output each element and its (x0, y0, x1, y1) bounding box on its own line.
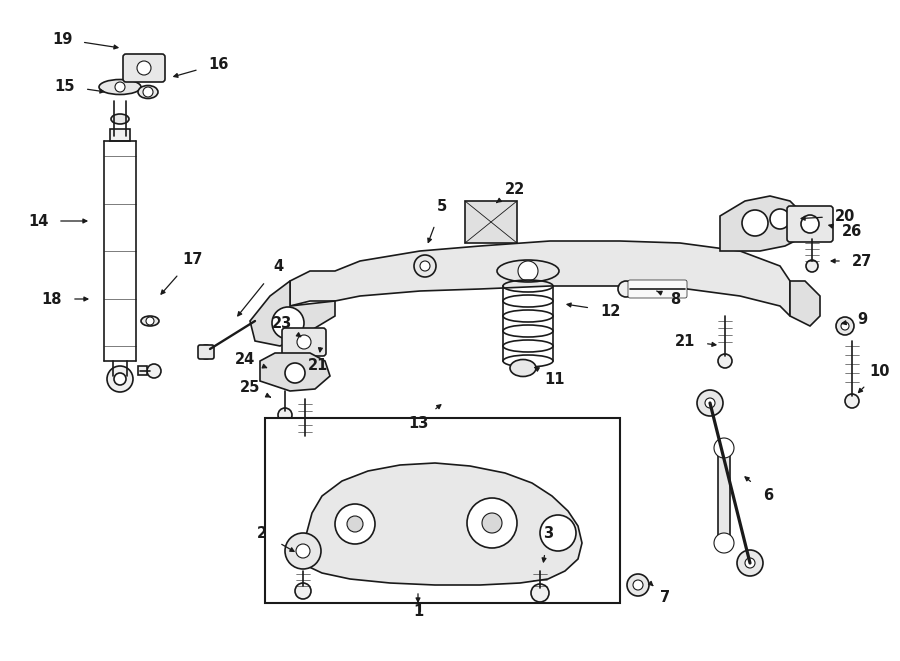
Circle shape (297, 335, 311, 349)
Circle shape (414, 255, 436, 277)
FancyBboxPatch shape (198, 345, 214, 359)
Ellipse shape (510, 360, 536, 377)
Text: 21: 21 (675, 334, 695, 348)
Text: 23: 23 (272, 315, 292, 330)
Polygon shape (790, 281, 820, 326)
Circle shape (482, 513, 502, 533)
Text: 22: 22 (505, 182, 525, 196)
Circle shape (107, 366, 133, 392)
Text: 26: 26 (842, 223, 862, 239)
Circle shape (420, 261, 430, 271)
Circle shape (335, 504, 375, 544)
Circle shape (467, 498, 517, 548)
Circle shape (841, 322, 849, 330)
Text: 19: 19 (52, 32, 72, 46)
Circle shape (742, 210, 768, 236)
Ellipse shape (111, 114, 129, 124)
Circle shape (770, 209, 790, 229)
Circle shape (295, 583, 311, 599)
Circle shape (540, 515, 576, 551)
Text: 11: 11 (544, 371, 565, 387)
Circle shape (296, 544, 310, 558)
Circle shape (146, 317, 154, 325)
Circle shape (806, 260, 818, 272)
Bar (138, 366, 147, 375)
Text: 24: 24 (235, 352, 255, 366)
Circle shape (845, 394, 859, 408)
Ellipse shape (497, 260, 559, 282)
Circle shape (633, 580, 643, 590)
Ellipse shape (141, 316, 159, 326)
Text: 12: 12 (599, 303, 620, 319)
Text: 25: 25 (239, 379, 260, 395)
Circle shape (714, 438, 734, 458)
Text: 7: 7 (660, 590, 670, 605)
Text: 18: 18 (41, 292, 62, 307)
Circle shape (737, 550, 763, 576)
FancyBboxPatch shape (123, 54, 165, 82)
Text: 6: 6 (763, 488, 773, 504)
Polygon shape (720, 196, 805, 251)
Circle shape (745, 558, 755, 568)
Bar (718, 451, 730, 541)
Circle shape (518, 261, 538, 281)
Circle shape (801, 215, 819, 233)
Circle shape (836, 317, 854, 335)
Text: 5: 5 (436, 198, 447, 214)
Circle shape (718, 354, 732, 368)
Circle shape (705, 398, 715, 408)
Ellipse shape (99, 79, 141, 95)
Circle shape (278, 408, 292, 422)
Text: 9: 9 (857, 311, 867, 327)
Text: 16: 16 (208, 56, 229, 71)
Text: 21: 21 (308, 358, 328, 373)
Circle shape (143, 87, 153, 97)
FancyBboxPatch shape (787, 206, 833, 242)
Circle shape (618, 281, 634, 297)
Text: 2: 2 (256, 525, 267, 541)
Circle shape (285, 533, 321, 569)
Ellipse shape (138, 85, 158, 98)
Bar (465, 201, 517, 243)
Text: 3: 3 (543, 525, 553, 541)
Circle shape (137, 61, 151, 75)
Text: 13: 13 (408, 416, 428, 430)
Bar (265, 418, 620, 603)
Polygon shape (290, 241, 790, 316)
Text: 1: 1 (413, 603, 423, 619)
Text: 15: 15 (55, 79, 76, 93)
Polygon shape (260, 353, 330, 391)
FancyBboxPatch shape (628, 280, 687, 298)
Text: 8: 8 (670, 292, 680, 307)
Circle shape (298, 434, 312, 448)
Circle shape (199, 345, 213, 359)
Polygon shape (300, 463, 582, 585)
Circle shape (627, 574, 649, 596)
FancyBboxPatch shape (282, 328, 326, 356)
Text: 17: 17 (182, 251, 202, 266)
Text: 14: 14 (28, 214, 49, 229)
Polygon shape (250, 281, 335, 346)
Circle shape (272, 307, 304, 339)
Circle shape (697, 390, 723, 416)
Circle shape (531, 584, 549, 602)
Text: 4: 4 (273, 258, 284, 274)
Circle shape (714, 533, 734, 553)
Text: 20: 20 (835, 208, 855, 223)
Circle shape (147, 364, 161, 378)
Circle shape (285, 363, 305, 383)
Circle shape (347, 516, 363, 532)
Circle shape (114, 373, 126, 385)
Circle shape (115, 82, 125, 92)
Text: 10: 10 (869, 364, 890, 379)
Text: 27: 27 (852, 254, 872, 268)
Bar (110, 129, 130, 141)
